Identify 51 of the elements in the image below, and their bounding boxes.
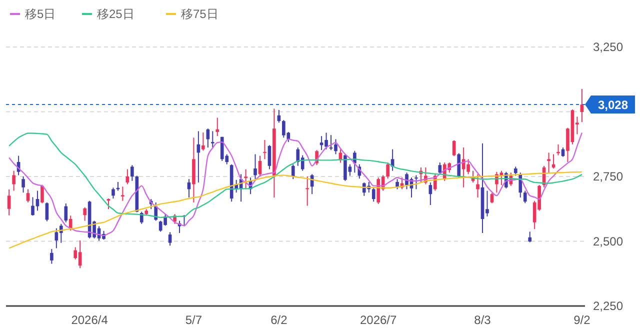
candlestick xyxy=(7,188,11,216)
candlestick xyxy=(428,182,432,206)
candlestick xyxy=(414,174,418,190)
candlestick xyxy=(112,187,115,200)
x-tick-label: 8/3 xyxy=(474,313,492,327)
candlestick xyxy=(254,154,257,180)
candlestick xyxy=(50,248,54,264)
candlestick xyxy=(386,162,390,180)
x-tick-label: 2026/4 xyxy=(71,313,108,327)
candlestick xyxy=(83,206,86,222)
x-tick-label: 6/2 xyxy=(270,313,288,327)
candlestick xyxy=(306,176,309,206)
candlestick xyxy=(202,132,205,152)
candlestick xyxy=(490,192,494,204)
candlestick xyxy=(45,202,49,222)
candlestick xyxy=(523,190,527,204)
y-tick-label: 2,250 xyxy=(593,299,624,313)
legend-label: 移5日 xyxy=(25,7,56,21)
candlestick xyxy=(528,231,532,243)
candlestick xyxy=(12,170,16,192)
candlestick xyxy=(22,176,25,194)
candlestick xyxy=(291,164,295,180)
candlestick xyxy=(168,232,172,246)
candlestick xyxy=(210,130,214,148)
candlestick xyxy=(26,188,30,203)
candlestick xyxy=(476,174,480,198)
candlestick xyxy=(126,168,130,185)
candlestick xyxy=(68,215,72,232)
candlestick xyxy=(154,202,158,222)
candlestick xyxy=(452,140,456,157)
legend-label: 移25日 xyxy=(97,7,134,21)
candlestick xyxy=(64,202,68,223)
candlestick xyxy=(580,88,584,123)
candlestick xyxy=(438,162,442,175)
candlestick xyxy=(216,117,220,137)
y-tick-label: 2,500 xyxy=(593,234,624,248)
x-tick-label: 2026/7 xyxy=(360,313,398,327)
candlestick xyxy=(263,139,266,160)
candlestick xyxy=(130,164,134,182)
x-tick-label: 5/7 xyxy=(185,313,202,327)
candlestick xyxy=(268,144,272,170)
candlestick xyxy=(59,223,63,244)
x-tick-label: 9/2 xyxy=(574,313,591,327)
ref-line-label: 3,028 xyxy=(598,98,628,112)
y-tick-label: 3,250 xyxy=(593,40,624,54)
y-tick-label: 2,750 xyxy=(593,170,624,184)
legend-label: 移75日 xyxy=(181,7,218,21)
candlestick xyxy=(547,152,550,174)
candlestick xyxy=(372,186,376,202)
candlestick xyxy=(140,211,144,224)
candlestick xyxy=(121,186,124,202)
